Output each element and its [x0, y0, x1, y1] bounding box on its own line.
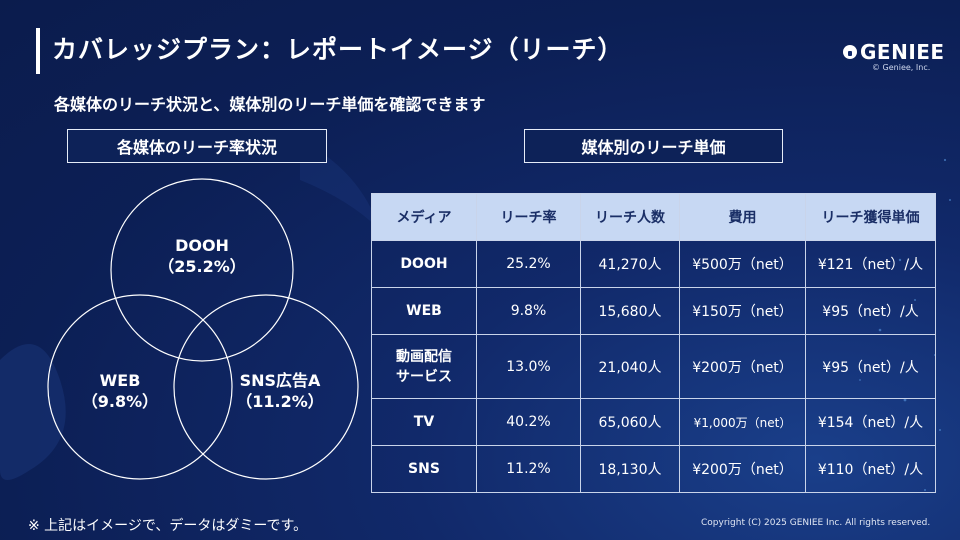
- venn-web-name: WEB: [99, 371, 141, 390]
- cell-reach-rate: 40.2%: [476, 398, 581, 446]
- cell-media: WEB: [371, 287, 477, 335]
- cell-cost: ¥500万（net）: [679, 240, 806, 288]
- table-row: 動画配信 サービス 13.0% 21,040人 ¥200万（net） ¥95（n…: [371, 334, 936, 399]
- cell-cost-per-reach: ¥121（net）/人: [805, 240, 936, 288]
- cell-media-line1: 動画配信: [396, 348, 452, 365]
- header-reach-rate: リーチ率: [476, 193, 581, 241]
- cell-cost: ¥200万（net）: [679, 334, 806, 399]
- cell-reach-count: 21,040人: [580, 334, 680, 399]
- venn-dooh-name: DOOH: [175, 236, 229, 255]
- table-row: TV 40.2% 65,060人 ¥1,000万（net） ¥154（net）/…: [371, 398, 936, 446]
- venn-circle-dooh: [110, 178, 294, 362]
- venn-sns-name: SNS広告A: [239, 371, 321, 390]
- cell-reach-rate: 13.0%: [476, 334, 581, 399]
- page-title: カバレッジプラン：レポートイメージ（リーチ）: [52, 35, 624, 64]
- venn-dooh-value: （25.2%）: [158, 257, 246, 276]
- venn-label-web: WEB （9.8%）: [60, 370, 180, 412]
- table-row: WEB 9.8% 15,680人 ¥150万（net） ¥95（net）/人: [371, 287, 936, 335]
- header-cost-per-reach: リーチ獲得単価: [805, 193, 936, 241]
- cell-cost: ¥1,000万（net）: [679, 398, 806, 446]
- geniee-logo: GENIEE: [843, 40, 945, 64]
- venn-sns-value: （11.2%）: [236, 392, 324, 411]
- cell-media: DOOH: [371, 240, 477, 288]
- cell-reach-count: 65,060人: [580, 398, 680, 446]
- cell-media: TV: [371, 398, 477, 446]
- logo-copyright: © Geniee, Inc.: [872, 63, 931, 72]
- cell-cost-per-reach: ¥95（net）/人: [805, 287, 936, 335]
- cell-cost: ¥150万（net）: [679, 287, 806, 335]
- cell-reach-count: 41,270人: [580, 240, 680, 288]
- cell-media: 動画配信 サービス: [371, 334, 477, 399]
- cell-cost-per-reach: ¥95（net）/人: [805, 334, 936, 399]
- cell-cost: ¥200万（net）: [679, 445, 806, 493]
- title-accent-bar: [36, 28, 40, 74]
- cell-cost-per-reach: ¥154（net）/人: [805, 398, 936, 446]
- venn-circle-sns: [173, 294, 359, 480]
- venn-label-sns: SNS広告A （11.2%）: [220, 370, 340, 412]
- footer-copyright: Copyright (C) 2025 GENIEE Inc. All right…: [701, 518, 931, 528]
- cell-reach-rate: 9.8%: [476, 287, 581, 335]
- header-cost: 費用: [679, 193, 806, 241]
- cell-reach-rate: 25.2%: [476, 240, 581, 288]
- cell-reach-count: 15,680人: [580, 287, 680, 335]
- header-media: メディア: [371, 193, 477, 241]
- dummy-data-note: ※ 上記はイメージで、データはダミーです。: [28, 518, 308, 534]
- venn-circle-web: [47, 294, 233, 480]
- cell-cost-per-reach: ¥110（net）/人: [805, 445, 936, 493]
- reach-rate-section-label: 各媒体のリーチ率状況: [67, 129, 327, 163]
- reach-cost-section-label: 媒体別のリーチ単価: [524, 129, 783, 163]
- cell-media-line2: サービス: [396, 368, 452, 385]
- header-reach-count: リーチ人数: [580, 193, 680, 241]
- cell-reach-count: 18,130人: [580, 445, 680, 493]
- cell-reach-rate: 11.2%: [476, 445, 581, 493]
- venn-label-dooh: DOOH （25.2%）: [142, 235, 262, 277]
- page-subtitle: 各媒体のリーチ状況と、媒体別のリーチ単価を確認できます: [54, 95, 486, 114]
- venn-web-value: （9.8%）: [81, 392, 159, 411]
- cell-media: SNS: [371, 445, 477, 493]
- table-row: SNS 11.2% 18,130人 ¥200万（net） ¥110（net）/人: [371, 445, 936, 493]
- logo-text: GENIEE: [860, 40, 945, 64]
- table-row: DOOH 25.2% 41,270人 ¥500万（net） ¥121（net）/…: [371, 240, 936, 288]
- geniee-logo-icon: [843, 45, 857, 59]
- table-header-row: メディア リーチ率 リーチ人数 費用 リーチ獲得単価: [371, 193, 936, 241]
- reach-cost-table: メディア リーチ率 リーチ人数 費用 リーチ獲得単価 DOOH 25.2% 41…: [371, 193, 936, 493]
